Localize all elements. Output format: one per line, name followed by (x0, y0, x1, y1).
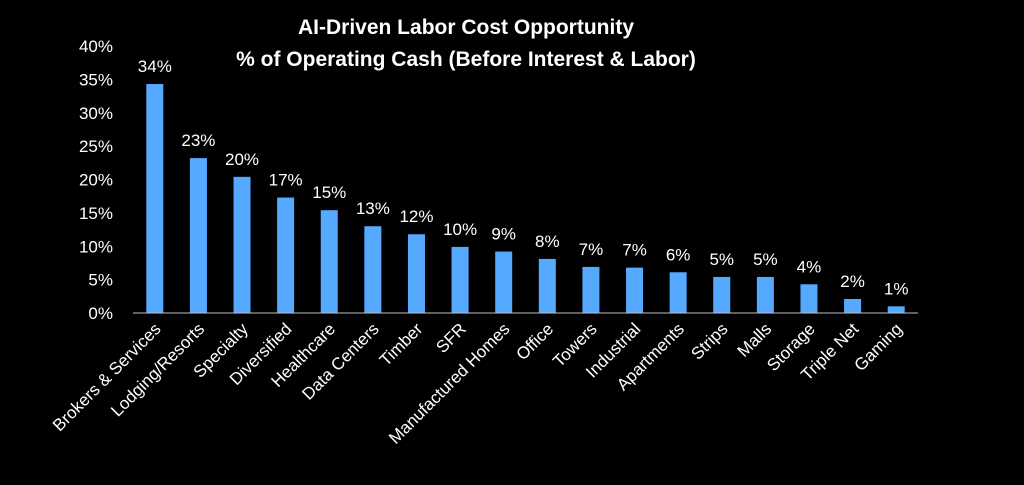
y-axis: 0% 5% 10% 15% 20% 25% 30% 35% 40% (79, 37, 113, 323)
data-label: 4% (797, 257, 822, 276)
chart-subtitle: % of Operating Cash (Before Interest & L… (236, 48, 696, 71)
x-tick-label: Timber (376, 319, 427, 370)
data-label: 20% (225, 150, 259, 169)
bar (756, 276, 774, 313)
y-tick-label: 5% (88, 271, 113, 290)
bar (669, 272, 687, 313)
bar (364, 226, 382, 313)
data-label: 9% (491, 225, 516, 244)
data-labels-group: 34% 23% 20% 17% 15% 13% 12% 10% 9% 8% 7% 7% 6% 5% 5% 4%… (138, 57, 909, 298)
data-label: 23% (181, 131, 215, 150)
bars-group (146, 84, 905, 313)
bar (626, 267, 644, 313)
data-label: 13% (356, 199, 390, 218)
bar (146, 84, 164, 313)
x-tick-label: Strips (687, 319, 731, 363)
data-label: 7% (622, 241, 647, 260)
bar (277, 197, 295, 313)
x-tick-label: Data Centers (298, 319, 382, 403)
data-label: 5% (709, 250, 734, 269)
bar (800, 284, 818, 313)
bar (320, 210, 338, 313)
data-label: 6% (666, 245, 691, 264)
bar (538, 258, 556, 313)
bar (713, 276, 731, 313)
x-tick-label: Gaming (850, 319, 906, 375)
data-label: 5% (753, 250, 778, 269)
y-tick-label: 15% (79, 204, 113, 223)
bar (844, 298, 862, 313)
data-label: 8% (535, 232, 560, 251)
data-label: 34% (138, 57, 172, 76)
data-label: 15% (312, 183, 346, 202)
y-tick-label: 40% (79, 37, 113, 56)
data-label: 10% (443, 220, 477, 239)
y-tick-label: 30% (79, 104, 113, 123)
data-label: 1% (884, 279, 909, 298)
data-label: 12% (399, 207, 433, 226)
x-tick-label: SFR (432, 319, 469, 356)
y-tick-label: 20% (79, 171, 113, 190)
x-axis: Brokers & ServicesLodging/ResortsSpecial… (49, 312, 918, 448)
bar (887, 306, 905, 313)
y-tick-label: 10% (79, 237, 113, 256)
data-label: 7% (579, 240, 604, 259)
bar (233, 176, 251, 313)
chart-title: AI-Driven Labor Cost Opportunity (298, 16, 634, 39)
y-tick-label: 35% (79, 70, 113, 89)
y-tick-label: 25% (79, 137, 113, 156)
bar (582, 266, 600, 313)
y-tick-label: 0% (88, 304, 113, 323)
bar (495, 251, 513, 313)
data-label: 17% (269, 171, 303, 190)
bar (451, 246, 469, 313)
bar (407, 234, 425, 313)
bar (189, 158, 207, 313)
data-label: 2% (840, 272, 865, 291)
